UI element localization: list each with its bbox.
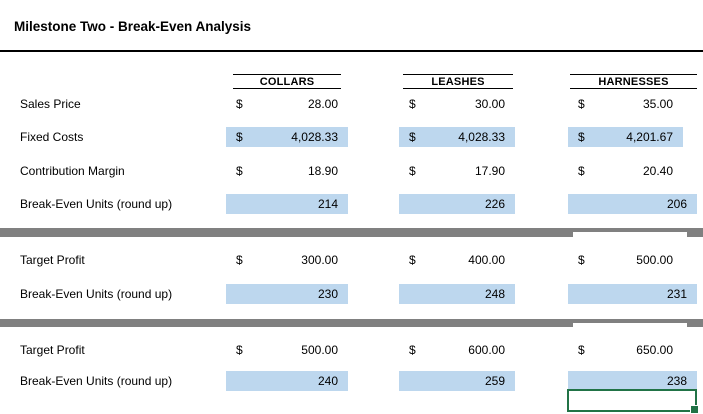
table-row: Break-Even Units (round up) 240 259 238 <box>0 371 703 391</box>
currency-symbol: $ <box>578 253 585 267</box>
cell-value: 238 <box>666 374 687 388</box>
cell-s3-break-even-units-leashes[interactable]: 259 <box>399 371 515 391</box>
row-label-break-even-units[interactable]: Break-Even Units (round up) <box>20 197 173 211</box>
cell-s1-sales-price-leashes[interactable]: $ 30.00 <box>399 94 515 114</box>
fill-handle[interactable] <box>690 405 699 414</box>
cell-value: 240 <box>317 374 338 388</box>
cell-value: 650.00 <box>636 343 673 357</box>
cell-s3-break-even-units-harnesses[interactable]: 238 <box>568 371 697 391</box>
cell-s1-sales-price-harnesses[interactable]: $ 35.00 <box>568 94 683 114</box>
currency-symbol: $ <box>236 164 243 178</box>
row-label-break-even-units[interactable]: Break-Even Units (round up) <box>20 287 173 301</box>
cell-s1-break-even-units-collars[interactable]: 214 <box>226 194 348 214</box>
cell-value: 30.00 <box>474 97 505 111</box>
cell-s1-fixed-costs-collars[interactable]: $ 4,028.33 <box>226 127 348 147</box>
column-header-collars[interactable]: COLLARS <box>233 74 341 89</box>
currency-symbol: $ <box>236 343 243 357</box>
cell-s3-target-profit-leashes[interactable]: $ 600.00 <box>399 340 515 360</box>
cell-s2-break-even-units-leashes[interactable]: 248 <box>399 284 515 304</box>
cell-value: 248 <box>484 287 505 301</box>
table-row: Break-Even Units (round up) 230 248 231 <box>0 284 703 304</box>
cell-s2-break-even-units-collars[interactable]: 230 <box>226 284 348 304</box>
currency-symbol: $ <box>578 343 585 357</box>
table-row: Break-Even Units (round up) 214 226 206 <box>0 194 703 214</box>
cell-value: 18.90 <box>307 164 338 178</box>
cell-s1-contribution-margin-leashes[interactable]: $ 17.90 <box>399 161 515 181</box>
currency-symbol: $ <box>409 343 416 357</box>
cell-value: 600.00 <box>468 343 505 357</box>
divider-bar-notch <box>573 323 687 327</box>
cell-value: 4,201.67 <box>626 130 673 144</box>
cell-value: 20.40 <box>642 164 673 178</box>
cell-s1-break-even-units-leashes[interactable]: 226 <box>399 194 515 214</box>
currency-symbol: $ <box>409 253 416 267</box>
row-label-sales-price[interactable]: Sales Price <box>20 97 81 111</box>
currency-symbol: $ <box>578 97 585 111</box>
selected-cell[interactable] <box>567 389 699 414</box>
cell-value: 4,028.33 <box>458 130 505 144</box>
table-row: Target Profit $ 500.00 $ 600.00 $ 650.00 <box>0 340 703 360</box>
cell-value: 4,028.33 <box>291 130 338 144</box>
cell-s1-break-even-units-harnesses[interactable]: 206 <box>568 194 697 214</box>
cell-s3-target-profit-collars[interactable]: $ 500.00 <box>226 340 348 360</box>
cell-s2-target-profit-collars[interactable]: $ 300.00 <box>226 250 348 270</box>
cell-value: 231 <box>666 287 687 301</box>
currency-symbol: $ <box>236 97 243 111</box>
row-label-fixed-costs[interactable]: Fixed Costs <box>20 130 84 144</box>
cell-value: 500.00 <box>301 343 338 357</box>
cell-s2-target-profit-harnesses[interactable]: $ 500.00 <box>568 250 683 270</box>
cell-s2-target-profit-leashes[interactable]: $ 400.00 <box>399 250 515 270</box>
cell-value: 206 <box>666 197 687 211</box>
cell-s1-contribution-margin-harnesses[interactable]: $ 20.40 <box>568 161 683 181</box>
title-underline <box>0 50 703 52</box>
cell-value: 28.00 <box>307 97 338 111</box>
table-row: Target Profit $ 300.00 $ 400.00 $ 500.00 <box>0 250 703 270</box>
cell-s3-target-profit-harnesses[interactable]: $ 650.00 <box>568 340 683 360</box>
row-label-target-profit[interactable]: Target Profit <box>20 343 85 357</box>
cell-s1-contribution-margin-collars[interactable]: $ 18.90 <box>226 161 348 181</box>
cell-s1-fixed-costs-harnesses[interactable]: $ 4,201.67 <box>568 127 683 147</box>
cell-value: 214 <box>317 197 338 211</box>
cell-value: 17.90 <box>474 164 505 178</box>
cell-value: 259 <box>484 374 505 388</box>
cell-value: 226 <box>484 197 505 211</box>
currency-symbol: $ <box>409 164 416 178</box>
row-label-contribution-margin[interactable]: Contribution Margin <box>20 164 125 178</box>
currency-symbol: $ <box>578 130 585 144</box>
row-label-break-even-units[interactable]: Break-Even Units (round up) <box>20 374 173 388</box>
section-divider-bar <box>0 319 703 327</box>
cell-s1-fixed-costs-leashes[interactable]: $ 4,028.33 <box>399 127 515 147</box>
column-header-harnesses[interactable]: HARNESSES <box>570 74 697 89</box>
currency-symbol: $ <box>409 130 416 144</box>
divider-bar-notch <box>573 232 687 237</box>
currency-symbol: $ <box>578 164 585 178</box>
cell-s3-break-even-units-collars[interactable]: 240 <box>226 371 348 391</box>
table-row: Sales Price $ 28.00 $ 30.00 $ 35.00 <box>0 94 703 114</box>
currency-symbol: $ <box>236 130 243 144</box>
currency-symbol: $ <box>409 97 416 111</box>
column-header-leashes[interactable]: LEASHES <box>403 74 513 89</box>
cell-value: 400.00 <box>468 253 505 267</box>
cell-value: 230 <box>317 287 338 301</box>
cell-value: 300.00 <box>301 253 338 267</box>
cell-s1-sales-price-collars[interactable]: $ 28.00 <box>226 94 348 114</box>
row-label-target-profit[interactable]: Target Profit <box>20 253 85 267</box>
table-row: Contribution Margin $ 18.90 $ 17.90 $ 20… <box>0 161 703 181</box>
section-divider-bar <box>0 228 703 237</box>
page-title: Milestone Two - Break-Even Analysis <box>14 19 252 34</box>
cell-value: 35.00 <box>642 97 673 111</box>
cell-s2-break-even-units-harnesses[interactable]: 231 <box>568 284 697 304</box>
cell-value: 500.00 <box>636 253 673 267</box>
table-row: Fixed Costs $ 4,028.33 $ 4,028.33 $ 4,20… <box>0 127 703 147</box>
currency-symbol: $ <box>236 253 243 267</box>
